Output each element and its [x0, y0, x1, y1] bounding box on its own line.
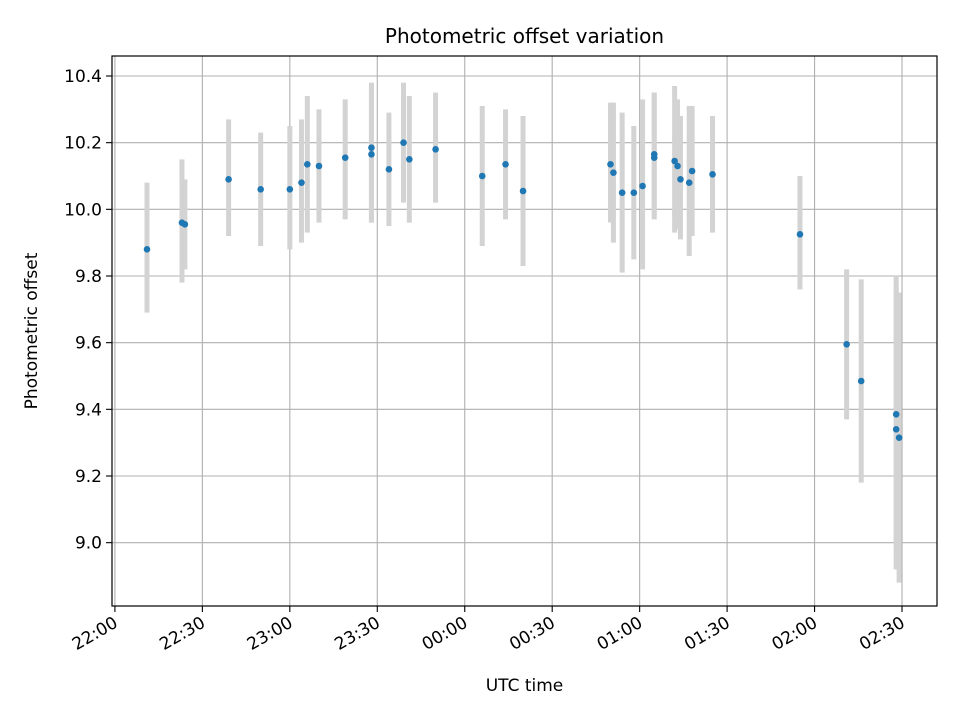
- data-point: [843, 341, 850, 348]
- y-axis-title: Photometric offset: [22, 252, 42, 409]
- data-point: [298, 179, 305, 186]
- data-point: [688, 167, 696, 175]
- data-point: [796, 231, 804, 238]
- data-point: [143, 246, 151, 253]
- data-point: [895, 434, 903, 441]
- x-axis-ticks: 22:00 22:30 23:00 23:30 00:00 00:30 01:00 01:30…: [69, 606, 909, 655]
- x-tick-label: 23:30: [331, 613, 383, 655]
- chart-title: Photometric offset variation: [385, 24, 664, 48]
- data-point: [181, 221, 189, 228]
- x-tick-label: 22:00: [69, 613, 121, 655]
- data-point: [685, 179, 693, 186]
- data-point: [478, 172, 486, 180]
- error-bars: [144, 82, 902, 583]
- data-point: [607, 161, 614, 168]
- data-point: [341, 154, 349, 161]
- data-points: [143, 139, 903, 441]
- data-point: [857, 377, 865, 385]
- y-tick-label: 10.4: [64, 67, 102, 87]
- data-point: [225, 176, 232, 183]
- data-point: [432, 146, 439, 153]
- plot-frame: [111, 55, 938, 607]
- data-point: [639, 182, 646, 190]
- x-tick-label: 02:30: [856, 613, 908, 655]
- data-point: [650, 151, 658, 158]
- data-point: [304, 161, 311, 168]
- data-point: [519, 187, 527, 195]
- data-point: [385, 166, 393, 173]
- y-tick-label: 9.2: [75, 467, 102, 487]
- data-point: [892, 411, 900, 418]
- x-tick-label: 22:30: [156, 613, 208, 655]
- y-tick-label: 9.6: [75, 334, 102, 354]
- data-point: [368, 144, 375, 151]
- y-tick-label: 9.8: [75, 267, 102, 287]
- data-point: [671, 157, 678, 165]
- data-point: [892, 426, 900, 433]
- x-axis-title: UTC time: [486, 676, 564, 696]
- x-tick-label: 01:30: [681, 613, 733, 655]
- y-tick-label: 9.0: [75, 534, 102, 554]
- data-point: [257, 186, 264, 193]
- data-point: [315, 162, 323, 170]
- x-tick-label: 23:00: [244, 613, 296, 655]
- data-point: [502, 161, 509, 168]
- data-point: [286, 186, 294, 193]
- data-point: [630, 189, 638, 196]
- data-point: [406, 156, 413, 163]
- x-tick-label: 00:30: [506, 613, 558, 655]
- x-tick-label: 01:00: [594, 613, 646, 655]
- data-point: [368, 151, 375, 158]
- y-axis-ticks: 9.0 9.2 9.4 9.6 9.8 10.0 10.2 10.4: [64, 67, 112, 554]
- data-point: [677, 176, 684, 183]
- y-tick-label: 10.2: [64, 134, 102, 154]
- data-point: [400, 139, 407, 146]
- data-point: [674, 162, 681, 170]
- x-tick-label: 00:00: [419, 613, 471, 655]
- x-tick-label: 02:00: [769, 613, 821, 655]
- y-tick-label: 9.4: [75, 400, 102, 420]
- data-point: [618, 189, 626, 196]
- data-point: [709, 171, 716, 178]
- data-point: [610, 169, 617, 176]
- y-tick-label: 10.0: [64, 200, 102, 220]
